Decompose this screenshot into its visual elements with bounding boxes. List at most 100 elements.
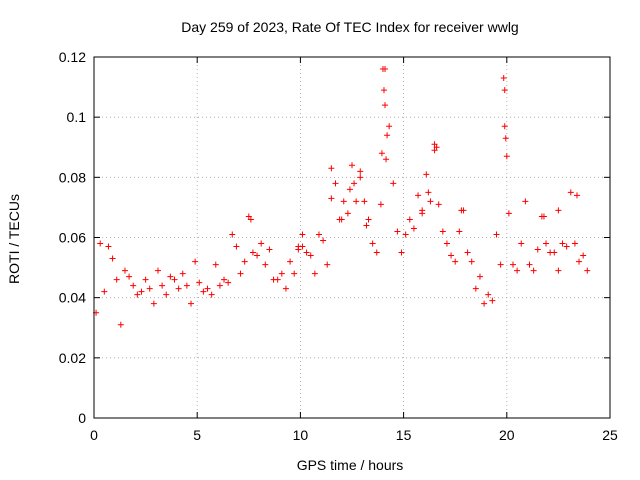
- data-point: [258, 240, 265, 247]
- data-point: [311, 270, 318, 277]
- data-point: [415, 192, 422, 199]
- data-point: [410, 225, 417, 232]
- data-point: [303, 249, 310, 256]
- data-point: [458, 207, 465, 214]
- data-point: [472, 285, 479, 292]
- data-point: [518, 240, 525, 247]
- data-point: [262, 261, 269, 268]
- data-point: [208, 291, 215, 298]
- data-point: [501, 87, 508, 94]
- data-point: [386, 123, 393, 130]
- data-point: [540, 213, 547, 220]
- data-point: [216, 282, 223, 289]
- data-point: [497, 261, 504, 268]
- data-point: [500, 75, 507, 82]
- data-point: [113, 276, 120, 283]
- y-tick-label: 0.06: [59, 230, 86, 246]
- data-point: [225, 279, 232, 286]
- data-point: [543, 240, 550, 247]
- data-point: [369, 240, 376, 247]
- data-point: [254, 252, 261, 259]
- y-tick-label: 0.02: [59, 350, 86, 366]
- y-tick-label: 0.1: [67, 109, 87, 125]
- data-point: [555, 207, 562, 214]
- x-axis-ticks: 0 5 10 15 20 25: [90, 57, 618, 443]
- data-point: [138, 288, 145, 295]
- data-point: [357, 174, 364, 181]
- data-point: [435, 201, 442, 208]
- data-point: [179, 270, 186, 277]
- data-point: [390, 180, 397, 187]
- data-point: [379, 66, 386, 73]
- data-point: [555, 267, 562, 274]
- data-point: [476, 273, 483, 280]
- data-point: [291, 270, 298, 277]
- data-point: [241, 258, 248, 265]
- data-point: [192, 258, 199, 265]
- data-point: [353, 198, 360, 205]
- data-point: [427, 198, 434, 205]
- data-point: [448, 252, 455, 259]
- data-point: [503, 153, 510, 160]
- data-point: [351, 180, 358, 187]
- data-point: [340, 198, 347, 205]
- data-point: [406, 216, 413, 223]
- data-point: [142, 276, 149, 283]
- data-point: [287, 258, 294, 265]
- data-point: [423, 171, 430, 178]
- data-point: [332, 180, 339, 187]
- data-point: [295, 243, 302, 250]
- data-point: [357, 168, 364, 175]
- data-point: [349, 162, 355, 169]
- data-point: [320, 237, 327, 244]
- data-point: [493, 231, 500, 238]
- x-axis-label: GPS time / hours: [297, 457, 404, 473]
- data-point: [431, 141, 438, 148]
- data-point: [431, 147, 438, 154]
- data-point: [425, 189, 432, 196]
- data-point: [373, 249, 380, 256]
- x-tick-label: 20: [499, 427, 515, 443]
- data-point: [324, 261, 331, 268]
- data-point: [452, 258, 459, 265]
- data-point: [237, 270, 244, 277]
- data-point: [163, 291, 170, 298]
- data-point: [274, 276, 281, 283]
- y-tick-label: 0.12: [59, 49, 86, 65]
- data-point: [380, 87, 387, 94]
- data-point: [183, 282, 190, 289]
- data-point: [247, 216, 254, 223]
- data-point: [233, 243, 240, 250]
- data-point: [402, 231, 409, 238]
- data-point: [468, 258, 475, 265]
- data-point: [567, 189, 574, 196]
- y-tick-label: 0.04: [59, 290, 86, 306]
- data-point: [328, 165, 335, 172]
- y-axis-ticks: 0 0.02 0.04 0.06 0.08 0.1 0.12: [59, 49, 610, 426]
- data-point: [229, 231, 236, 238]
- plot-frame: [93, 56, 611, 419]
- data-point: [481, 300, 488, 307]
- data-point: [346, 186, 353, 193]
- data-point: [526, 261, 533, 268]
- data-point: [126, 273, 133, 280]
- data-point: [398, 249, 405, 256]
- data-point: [249, 249, 256, 256]
- y-tick-label: 0: [78, 410, 86, 426]
- data-point: [101, 288, 108, 295]
- data-point: [338, 216, 345, 223]
- y-tick-label: 0.08: [59, 169, 86, 185]
- data-point: [580, 252, 587, 259]
- data-point: [307, 252, 314, 259]
- data-point: [522, 198, 529, 205]
- data-point: [105, 243, 112, 250]
- data-point: [315, 231, 322, 238]
- data-point: [278, 270, 285, 277]
- data-point: [443, 240, 450, 247]
- data-point: [344, 210, 351, 217]
- data-point: [245, 213, 252, 220]
- data-point: [456, 228, 463, 235]
- data-point: [196, 279, 203, 286]
- y-axis-label: ROTI / TECUs: [6, 194, 22, 284]
